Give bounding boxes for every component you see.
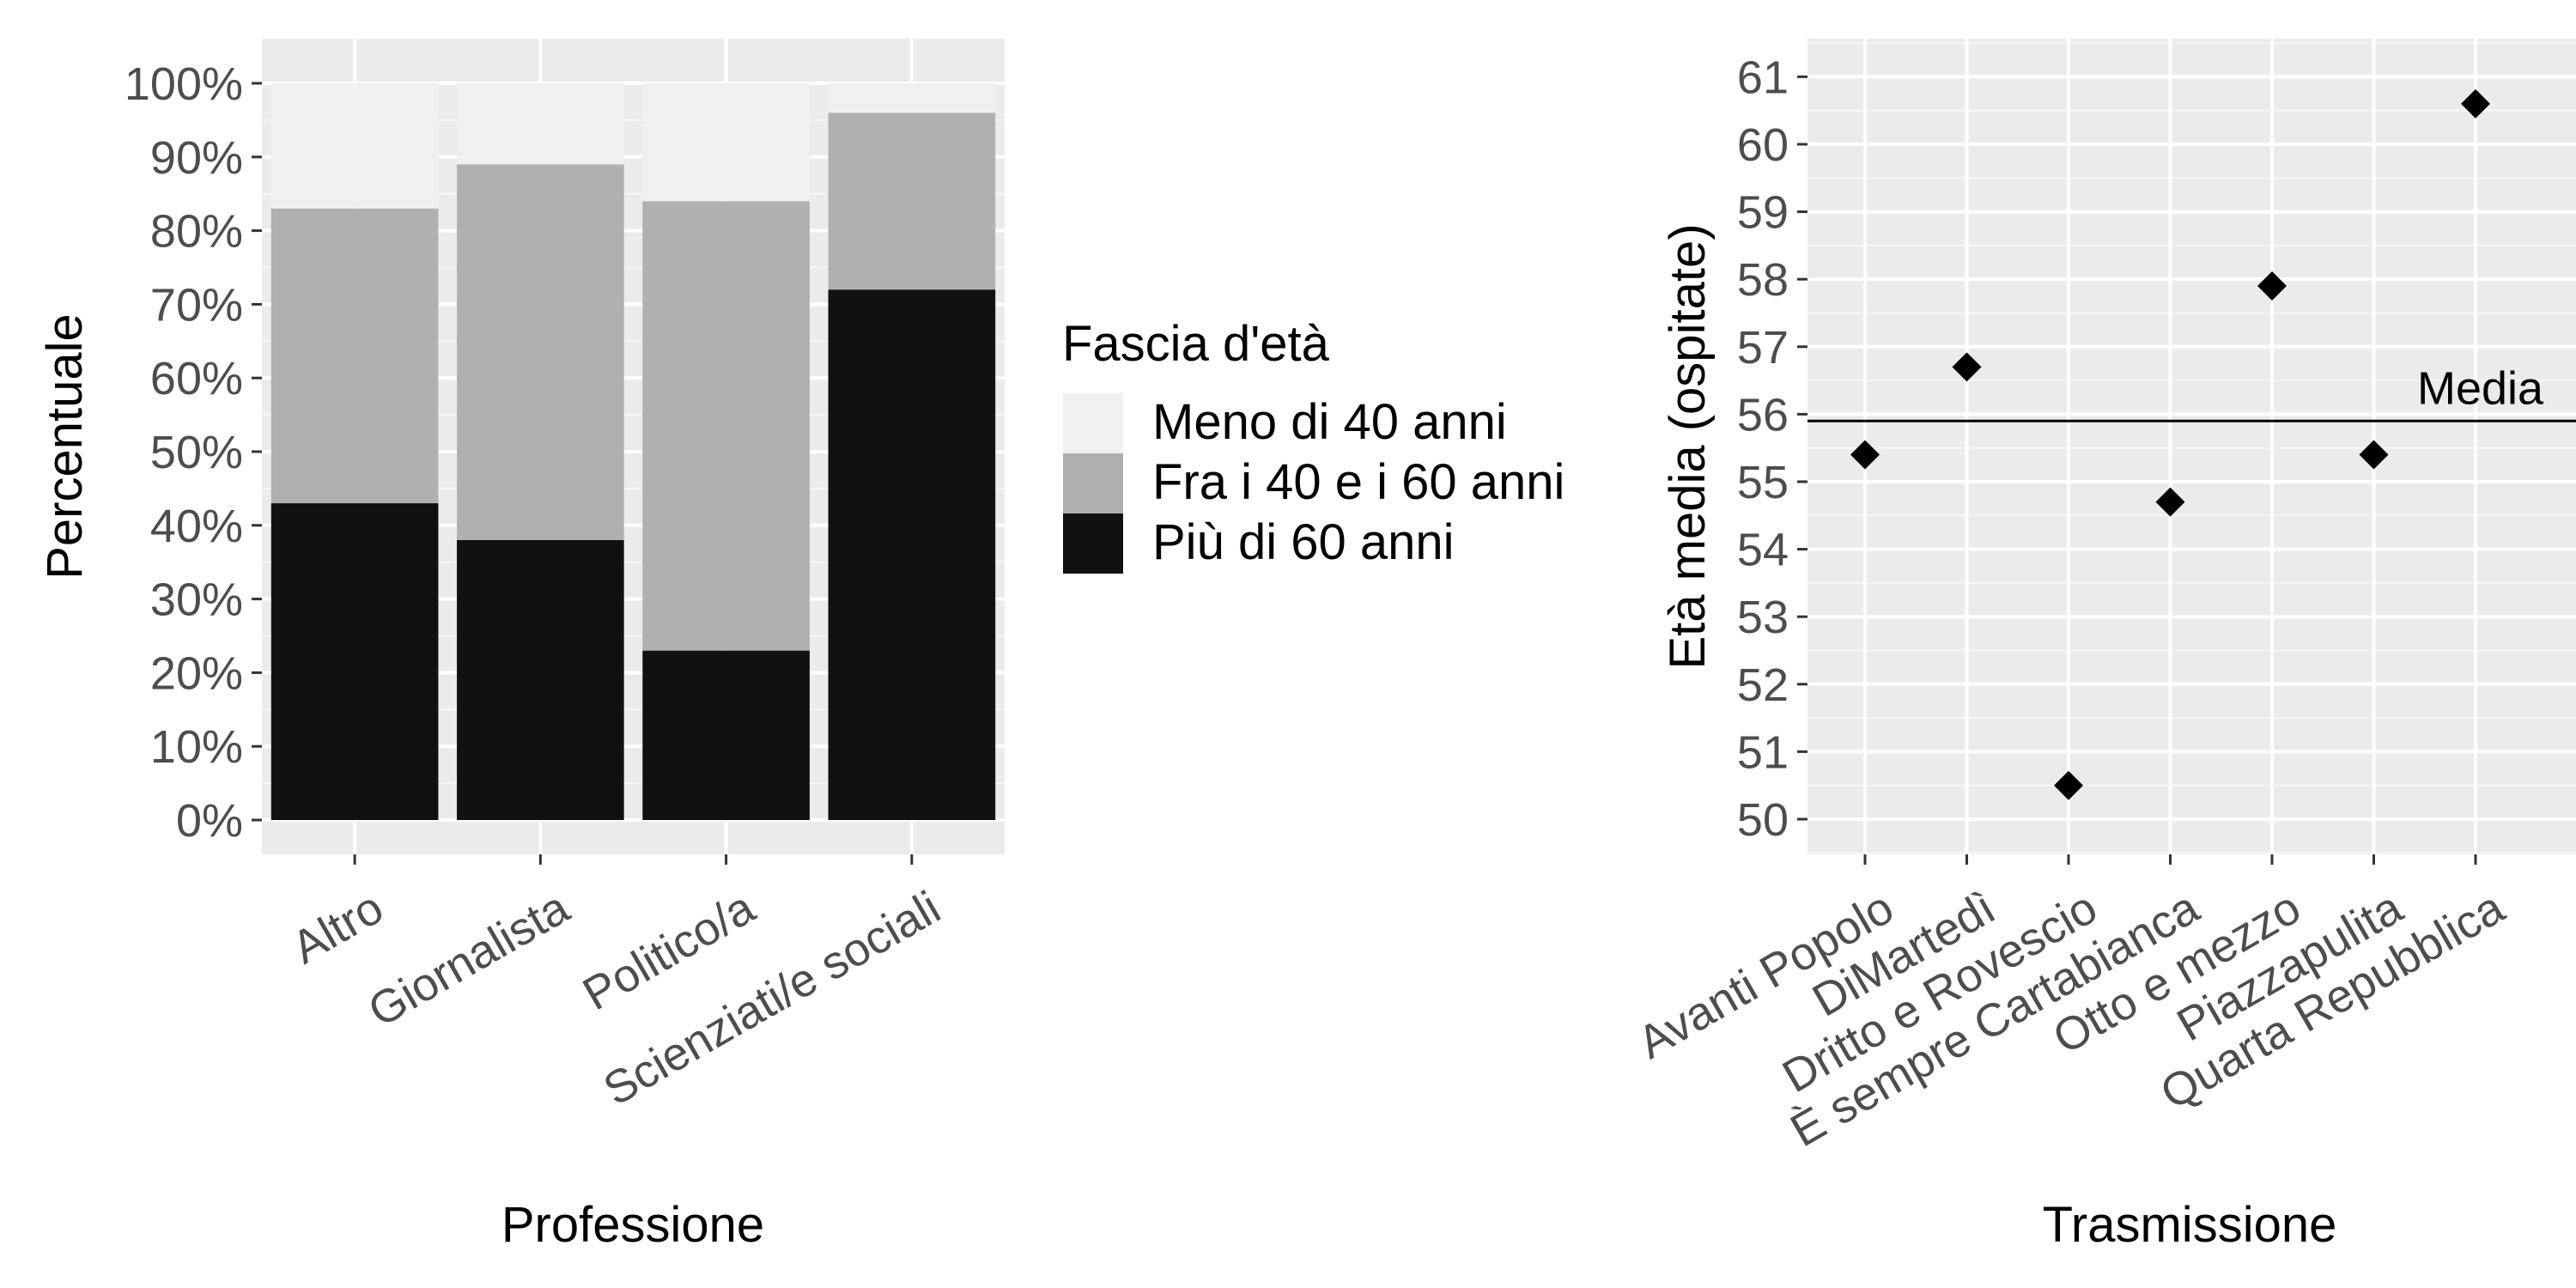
y-tick-label: 30% [150, 574, 243, 626]
y-tick-label: 59 [1737, 187, 1789, 239]
bar-segment [270, 83, 439, 209]
legend-label: Fra i 40 e i 60 anni [1152, 454, 1564, 510]
bar-chart-x-axis-title: Professione [501, 1197, 764, 1253]
y-tick-label: 56 [1737, 389, 1789, 440]
y-tick-label: 57 [1737, 322, 1789, 374]
bar-segment [642, 650, 810, 820]
mean-line-label: Media [2417, 362, 2544, 414]
y-tick-label: 10% [150, 721, 243, 773]
x-tick-label: Giornalista [360, 881, 578, 1036]
bar-segment [457, 164, 624, 540]
scatter-chart-y-ticks: 50 51 52 53 54 55 56 57 58 59 60 61 [1737, 52, 1807, 846]
y-tick-label: 0% [176, 795, 243, 847]
y-tick-label: 52 [1737, 659, 1789, 711]
scatter-chart: Media 50 51 52 53 54 55 56 57 58 59 60 61 Avanti Po… [1629, 39, 2576, 1253]
legend-key [1063, 453, 1123, 513]
bar-segment [457, 83, 624, 165]
legend-label: Più di 60 anni [1152, 514, 1454, 570]
scatter-chart-panel [1807, 39, 2576, 854]
y-tick-label: 60% [150, 353, 243, 404]
y-tick-label: 70% [150, 279, 243, 331]
bar-segment [270, 503, 439, 820]
scatter-chart-y-axis-title: Età media (ospitate) [1660, 223, 1716, 669]
y-tick-label: 100% [125, 58, 243, 110]
data-point [2461, 88, 2490, 118]
bar-segment [828, 112, 996, 290]
bar-segment [642, 83, 810, 202]
y-tick-label: 51 [1737, 726, 1789, 778]
y-tick-label: 60 [1737, 119, 1789, 171]
legend-title: Fascia d'età [1062, 316, 1330, 372]
bar-chart-y-ticks: 0% 10% 20% 30% 40% 50% 60% 70% 80% 90% 100% [125, 58, 262, 847]
y-tick-label: 61 [1737, 52, 1789, 103]
y-tick-label: 40% [150, 501, 243, 552]
y-tick-label: 55 [1737, 457, 1789, 508]
data-point [1952, 352, 1982, 382]
y-tick-label: 90% [150, 132, 243, 184]
data-point [1850, 440, 1880, 470]
legend-label: Meno di 40 anni [1152, 394, 1507, 450]
y-tick-label: 50% [150, 427, 243, 478]
scatter-chart-x-axis-title: Trasmissione [2043, 1197, 2337, 1253]
stacked-bar-chart: 0% 10% 20% 30% 40% 50% 60% 70% 80% 90% 100% AltroG… [37, 39, 1005, 1253]
scatter-chart-reference-line: Media [1807, 362, 2576, 422]
x-tick-label: Altro [283, 882, 392, 974]
legend-key [1063, 513, 1123, 574]
data-point [2359, 440, 2389, 470]
data-point [2155, 487, 2185, 517]
y-tick-label: 58 [1737, 254, 1789, 306]
y-tick-label: 20% [150, 647, 243, 699]
scatter-chart-gridlines [1807, 39, 2576, 854]
legend-key [1063, 393, 1123, 453]
bar-segment [642, 201, 810, 651]
bar-segment [270, 208, 439, 504]
data-point [2257, 271, 2287, 301]
y-tick-label: 53 [1737, 592, 1789, 643]
y-tick-label: 80% [150, 206, 243, 258]
x-tick-label: Scienziati/e sociali [595, 882, 949, 1116]
bar-segment [828, 289, 996, 820]
y-tick-label: 50 [1737, 794, 1789, 846]
bar-segment [828, 83, 996, 113]
bar-segment [457, 539, 624, 820]
data-point [2054, 770, 2083, 800]
bar-chart-bars [270, 83, 996, 820]
y-tick-label: 54 [1737, 525, 1789, 576]
scatter-chart-points [1850, 88, 2490, 800]
bar-chart-y-axis-title: Percentuale [37, 313, 93, 580]
